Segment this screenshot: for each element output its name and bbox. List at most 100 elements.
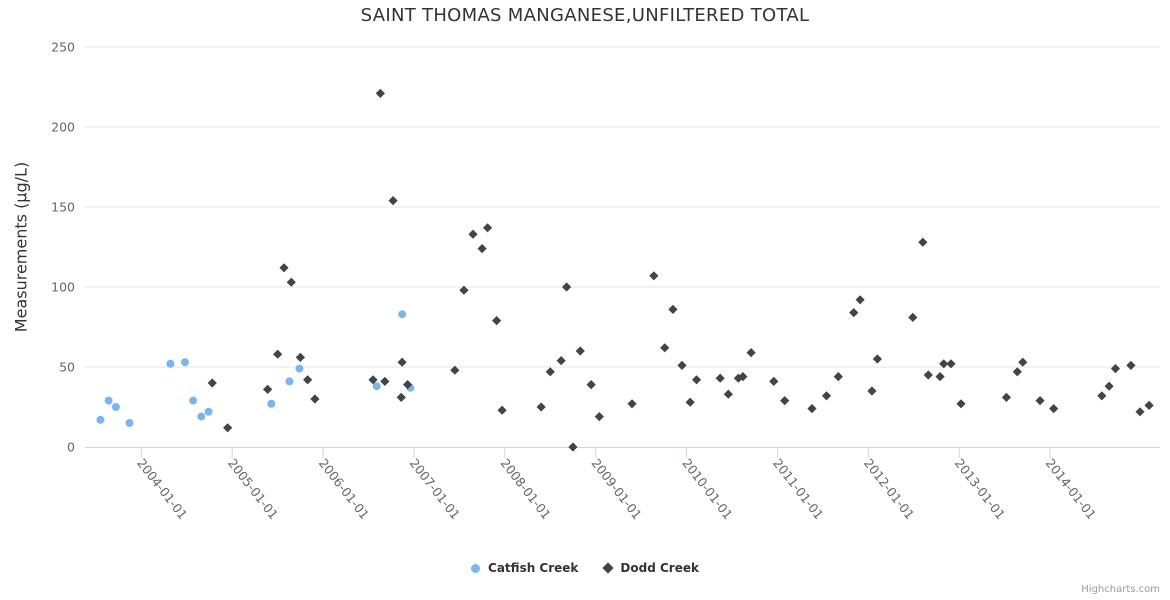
data-point[interactable] xyxy=(556,356,566,366)
data-point[interactable] xyxy=(1104,381,1114,391)
data-point[interactable] xyxy=(649,271,659,281)
data-point[interactable] xyxy=(1035,396,1045,406)
data-point[interactable] xyxy=(908,312,918,322)
data-point[interactable] xyxy=(685,397,695,407)
data-point[interactable] xyxy=(807,404,817,414)
data-point[interactable] xyxy=(295,352,305,362)
data-point[interactable] xyxy=(855,295,865,305)
data-point[interactable] xyxy=(939,359,949,369)
data-point[interactable] xyxy=(923,370,933,380)
data-point[interactable] xyxy=(738,372,748,382)
data-point[interactable] xyxy=(769,376,779,386)
data-point[interactable] xyxy=(1012,367,1022,377)
data-point[interactable] xyxy=(303,375,313,385)
data-point[interactable] xyxy=(372,382,381,391)
highcharts-credit-link[interactable]: Highcharts.com xyxy=(1081,584,1160,595)
data-point[interactable] xyxy=(821,391,832,401)
data-point[interactable] xyxy=(723,389,733,399)
data-point[interactable] xyxy=(125,419,134,427)
data-point[interactable] xyxy=(1126,360,1136,370)
x-tick-label: 2013-01-01 xyxy=(952,456,1009,522)
data-point[interactable] xyxy=(867,386,877,396)
data-point[interactable] xyxy=(536,402,546,412)
x-tick-label: 2007-01-01 xyxy=(407,456,464,522)
data-point[interactable] xyxy=(388,196,398,206)
data-point[interactable] xyxy=(375,88,385,98)
data-point[interactable] xyxy=(594,412,604,422)
data-point[interactable] xyxy=(733,373,743,383)
data-point[interactable] xyxy=(677,360,687,370)
legend-item-dodd-creek[interactable]: Dodd Creek xyxy=(602,561,699,575)
data-point[interactable] xyxy=(380,376,390,386)
data-point[interactable] xyxy=(586,380,596,390)
data-point[interactable] xyxy=(668,304,678,314)
data-point[interactable] xyxy=(180,358,189,367)
data-point[interactable] xyxy=(492,316,502,326)
data-point[interactable] xyxy=(568,442,578,452)
data-point[interactable] xyxy=(746,348,756,358)
data-point[interactable] xyxy=(482,223,493,233)
data-point[interactable] xyxy=(104,396,113,405)
data-point[interactable] xyxy=(497,405,507,415)
data-point[interactable] xyxy=(263,384,273,394)
data-point[interactable] xyxy=(285,377,294,386)
data-point[interactable] xyxy=(286,277,296,287)
data-point[interactable] xyxy=(279,263,289,273)
x-tick-label: 2005-01-01 xyxy=(225,456,282,522)
x-tick-label: 2009-01-01 xyxy=(588,456,645,522)
data-point[interactable] xyxy=(780,396,790,406)
x-tick-label: 2014-01-01 xyxy=(1043,456,1100,522)
data-point[interactable] xyxy=(1001,392,1012,402)
legend: Catfish Creek Dodd Creek xyxy=(0,561,1170,575)
data-point[interactable] xyxy=(402,380,413,390)
x-tick-label: 2010-01-01 xyxy=(679,456,736,522)
data-point[interactable] xyxy=(398,310,407,319)
data-point[interactable] xyxy=(166,359,175,368)
data-point[interactable] xyxy=(468,229,478,239)
data-point[interactable] xyxy=(397,357,407,367)
data-point[interactable] xyxy=(295,364,304,373)
data-point[interactable] xyxy=(189,396,198,405)
data-point[interactable] xyxy=(197,412,206,421)
legend-item-label: Catfish Creek xyxy=(488,561,579,575)
data-point[interactable] xyxy=(627,399,637,409)
diamond-marker-icon xyxy=(602,562,615,574)
data-point[interactable] xyxy=(273,349,283,359)
data-point[interactable] xyxy=(660,343,670,353)
data-point[interactable] xyxy=(368,375,378,385)
data-point[interactable] xyxy=(1144,400,1154,410)
legend-item-catfish-creek[interactable]: Catfish Creek xyxy=(471,561,578,575)
data-point[interactable] xyxy=(956,399,966,409)
y-tick-label: 0 xyxy=(67,440,75,455)
data-point[interactable] xyxy=(207,378,217,388)
data-point[interactable] xyxy=(1097,391,1107,401)
data-point[interactable] xyxy=(111,403,120,411)
data-point[interactable] xyxy=(223,423,233,433)
data-point[interactable] xyxy=(1049,404,1059,414)
data-point[interactable] xyxy=(1018,357,1028,367)
data-point[interactable] xyxy=(872,354,882,364)
data-point[interactable] xyxy=(833,372,843,382)
data-point[interactable] xyxy=(310,394,320,404)
data-point[interactable] xyxy=(691,375,702,385)
data-point[interactable] xyxy=(715,373,725,383)
data-point[interactable] xyxy=(1110,364,1121,374)
data-point[interactable] xyxy=(575,346,585,356)
data-point[interactable] xyxy=(267,399,276,408)
data-point[interactable] xyxy=(545,367,555,377)
data-point[interactable] xyxy=(477,244,487,254)
data-point[interactable] xyxy=(204,407,213,416)
x-tick-label: 2011-01-01 xyxy=(770,456,827,522)
data-point[interactable] xyxy=(450,365,460,375)
data-point[interactable] xyxy=(849,308,859,318)
data-point[interactable] xyxy=(396,392,406,402)
data-point[interactable] xyxy=(459,285,469,295)
data-point[interactable] xyxy=(946,359,956,369)
data-point[interactable] xyxy=(96,415,105,424)
data-point[interactable] xyxy=(1135,407,1145,417)
data-point[interactable] xyxy=(562,282,572,292)
data-point[interactable] xyxy=(935,372,945,382)
data-point[interactable] xyxy=(918,237,928,247)
